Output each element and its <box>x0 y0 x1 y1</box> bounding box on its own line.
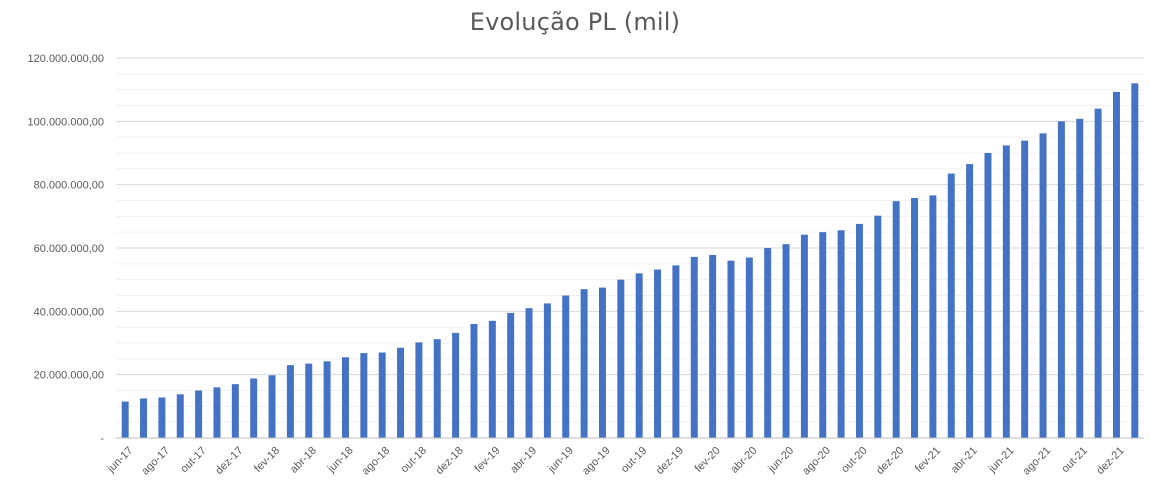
bar <box>800 234 808 438</box>
x-tick-label: dez-17 <box>213 445 245 477</box>
x-tick-label: jun-18 <box>325 445 356 476</box>
bar <box>378 352 386 438</box>
y-tick-label: 80.000.000,00 <box>34 180 104 192</box>
x-tick-label: dez-18 <box>434 445 466 477</box>
bar <box>470 324 478 438</box>
bar <box>543 303 551 438</box>
bar <box>415 342 423 438</box>
bar <box>745 257 753 438</box>
y-tick-label: 40.000.000,00 <box>34 306 104 318</box>
bar <box>525 308 533 438</box>
x-tick-label: ago-20 <box>800 445 833 478</box>
bar <box>580 289 588 438</box>
x-tick-label: fev-18 <box>252 445 282 475</box>
bar <box>1076 118 1084 439</box>
bar <box>360 353 368 438</box>
y-tick-label: 60.000.000,00 <box>34 243 104 255</box>
x-tick-label: abr-19 <box>508 445 539 476</box>
x-tick-label: out-17 <box>178 445 209 476</box>
bar <box>911 197 919 438</box>
x-tick-label: ago-21 <box>1021 445 1054 478</box>
bar <box>1094 108 1102 439</box>
bar <box>488 320 496 438</box>
x-tick-label: abr-18 <box>288 445 319 476</box>
bar <box>690 256 698 438</box>
y-axis-ticks: - 20.000.000,00 40.000.000,00 60.000.000,00… <box>28 53 105 445</box>
x-tick-label: ago-19 <box>580 445 613 478</box>
bar <box>323 361 331 438</box>
bar <box>176 394 184 438</box>
bar <box>1057 121 1065 438</box>
bar <box>782 244 790 438</box>
bar <box>286 365 294 438</box>
x-tick-label: jun-17 <box>105 445 136 476</box>
bar <box>966 164 974 439</box>
bar <box>598 287 606 438</box>
bar <box>819 232 827 438</box>
x-tick-label: out-21 <box>1059 445 1090 476</box>
bar <box>1131 83 1139 438</box>
chart-title: Evolução PL (mil) <box>469 8 681 36</box>
bar <box>1112 91 1120 438</box>
bar <box>1039 133 1047 438</box>
bar <box>727 260 735 438</box>
bar <box>158 397 166 438</box>
x-tick-label: fev-21 <box>913 445 943 475</box>
x-tick-label: abr-20 <box>729 445 760 476</box>
x-tick-label: out-20 <box>839 445 870 476</box>
bar <box>305 363 313 438</box>
x-tick-label: dez-19 <box>654 445 686 477</box>
x-tick-label: dez-21 <box>1094 445 1126 477</box>
y-tick-label: 120.000.000,00 <box>28 53 104 65</box>
bar <box>452 332 460 438</box>
bar <box>1002 145 1010 438</box>
bar <box>855 223 863 438</box>
bar <box>397 347 405 438</box>
x-tick-label: fev-19 <box>472 445 502 475</box>
bar <box>341 357 349 438</box>
bar <box>562 295 570 438</box>
bar <box>195 390 203 438</box>
bar <box>654 269 662 438</box>
bar <box>121 401 129 438</box>
x-tick-label: ago-18 <box>360 445 393 478</box>
x-tick-label: jun-20 <box>765 445 796 476</box>
y-tick-label: - <box>100 433 104 445</box>
y-tick-label: 20.000.000,00 <box>34 370 104 382</box>
bar <box>213 387 221 438</box>
bar <box>635 273 643 438</box>
bar <box>929 195 937 438</box>
x-tick-label: out-18 <box>399 445 430 476</box>
bar <box>268 375 276 438</box>
bar <box>764 248 772 438</box>
bar <box>874 215 882 438</box>
bar <box>1021 140 1029 438</box>
bars <box>121 83 1139 439</box>
y-tick-label: 100.000.000,00 <box>28 116 104 128</box>
bar <box>984 153 992 438</box>
bar <box>433 339 441 438</box>
x-tick-label: ago-17 <box>139 445 172 478</box>
bar <box>140 398 148 438</box>
x-tick-label: jun-19 <box>545 445 576 476</box>
x-tick-label: abr-21 <box>949 445 980 476</box>
bar <box>231 384 239 438</box>
bar <box>709 254 717 438</box>
x-axis-ticks: jun-17 ago-17 out-17 dez-17 fev-18 abr-18 jun-… <box>105 445 1127 478</box>
x-tick-label: dez-20 <box>874 445 906 477</box>
bar <box>250 378 258 438</box>
x-tick-label: out-19 <box>619 445 650 476</box>
x-tick-label: jun-21 <box>986 445 1017 476</box>
bar <box>947 173 955 439</box>
bar <box>672 265 680 438</box>
bar <box>617 279 625 438</box>
bar <box>507 312 515 438</box>
bar <box>892 201 900 438</box>
bar <box>837 230 845 438</box>
x-tick-label: fev-20 <box>693 445 723 475</box>
